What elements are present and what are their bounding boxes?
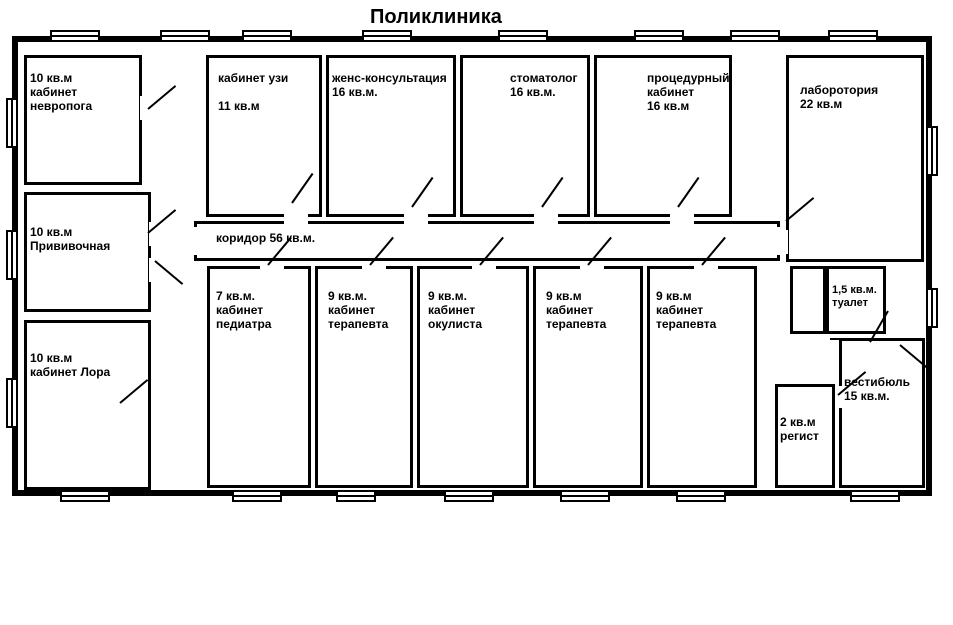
- room-label-corridor: коридор 56 кв.м.: [216, 232, 315, 246]
- wall-gap-4: [284, 214, 308, 224]
- room-label-zhens: женс-консультация 16 кв.м.: [332, 72, 447, 100]
- window-7: [828, 30, 878, 42]
- window-13: [60, 490, 110, 502]
- window-10: [6, 378, 18, 428]
- wall-gap-11: [472, 263, 496, 269]
- room-label-terapevt1: 9 кв.м. кабинет терапевта: [328, 290, 388, 331]
- room-label-laboratoria: лаборотория 22 кв.м: [800, 84, 878, 112]
- window-19: [850, 490, 900, 502]
- window-2: [242, 30, 292, 42]
- room-lora: [24, 320, 151, 490]
- room-label-okulist: 9 кв.м. кабинет окулиста: [428, 290, 482, 331]
- wall-gap-15: [775, 227, 781, 255]
- window-18: [676, 490, 726, 502]
- window-8: [6, 98, 18, 148]
- wall-gap-13: [694, 263, 718, 269]
- window-6: [730, 30, 780, 42]
- window-4: [498, 30, 548, 42]
- room-vestibyul: [839, 338, 925, 488]
- window-11: [926, 126, 938, 176]
- window-1: [160, 30, 210, 42]
- wall-gap-14: [194, 227, 200, 255]
- room-label-nevropolog: 10 кв.м кабинет невропога: [30, 72, 92, 113]
- wall-gap-6: [534, 214, 558, 224]
- window-14: [232, 490, 282, 502]
- plan-title: Поликлиника: [370, 6, 502, 29]
- wall-gap-9: [260, 263, 284, 269]
- room-label-stomatolog: стоматолог 16 кв.м.: [510, 72, 578, 100]
- room-label-terapevt2: 9 кв.м кабинет терапевта: [546, 290, 606, 331]
- room-label-terapevt3: 9 кв.м кабинет терапевта: [656, 290, 716, 331]
- window-15: [336, 490, 376, 502]
- window-0: [50, 30, 100, 42]
- door-17: [830, 338, 866, 340]
- window-3: [362, 30, 412, 42]
- wall-gap-5: [404, 214, 428, 224]
- room-label-tualet: 1,5 кв.м. туалет: [832, 284, 877, 309]
- room-label-procedurny: процедурный кабинет 16 кв.м: [647, 72, 729, 113]
- wall-gap-10: [362, 263, 386, 269]
- room-tualet-ante: [790, 266, 826, 334]
- wall-gap-12: [580, 263, 604, 269]
- window-17: [560, 490, 610, 502]
- room-label-lora: 10 кв.м кабинет Лора: [30, 352, 110, 380]
- room-label-regist: 2 кв.м регист: [780, 416, 819, 444]
- room-label-privivochnaya: 10 кв.м Прививочная: [30, 226, 110, 254]
- window-16: [444, 490, 494, 502]
- wall-gap-7: [670, 214, 694, 224]
- window-12: [926, 288, 938, 328]
- floorplan-canvas: Поликлиника 10 кв.м кабинет невропога 10 …: [0, 0, 953, 625]
- window-9: [6, 230, 18, 280]
- room-label-pediatr: 7 кв.м. кабинет педиатра: [216, 290, 271, 331]
- room-label-uzi: кабинет узи 11 кв.м: [218, 72, 288, 113]
- window-5: [634, 30, 684, 42]
